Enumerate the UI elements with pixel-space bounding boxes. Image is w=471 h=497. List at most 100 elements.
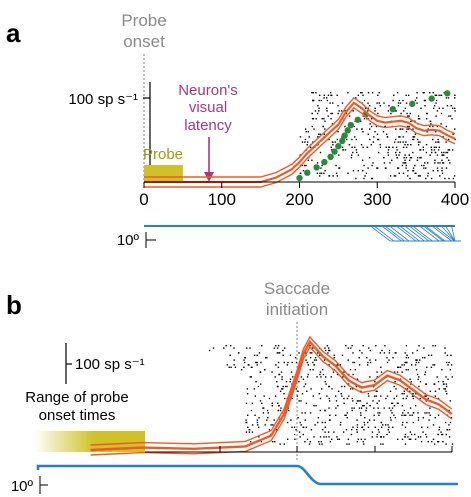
spike-a <box>341 102 344 104</box>
spike-b <box>325 436 328 438</box>
spike-a <box>412 128 414 130</box>
spike-b <box>264 369 266 371</box>
spike-a <box>446 105 449 107</box>
spike-b <box>329 419 331 421</box>
spike-b <box>437 397 440 400</box>
spike-a <box>405 141 407 143</box>
spike-b <box>286 364 288 366</box>
spike-a <box>407 115 409 117</box>
spike-b <box>295 361 298 364</box>
spike-a <box>424 105 426 107</box>
spike-b <box>357 438 359 440</box>
spike-b <box>328 400 331 402</box>
spike-a <box>405 146 408 148</box>
spike-a <box>438 146 440 148</box>
spike-b <box>368 395 370 397</box>
spike-b <box>376 376 378 378</box>
spike-a <box>448 159 450 161</box>
spike-b <box>260 361 262 364</box>
spike-a <box>342 149 344 151</box>
spike-a <box>432 125 434 128</box>
spike-a <box>408 115 410 117</box>
spike-a <box>397 167 400 169</box>
spike-b <box>373 395 376 397</box>
spike-b <box>266 357 268 359</box>
probe-label: Probe <box>143 146 183 163</box>
spike-a <box>382 131 385 133</box>
spike-b <box>343 397 345 400</box>
spike-b <box>426 412 428 414</box>
spike-b <box>358 400 360 402</box>
spike-b <box>362 345 364 347</box>
spike-b <box>387 429 389 431</box>
spike-b <box>225 345 227 347</box>
spike-b <box>320 441 322 443</box>
spike-b <box>410 381 413 383</box>
spike-b <box>300 424 302 426</box>
spike-a <box>435 146 437 148</box>
spike-a <box>362 170 364 172</box>
spike-a <box>397 167 399 169</box>
spike-b <box>358 357 360 359</box>
spike-b <box>359 400 362 402</box>
spike-b <box>309 345 311 347</box>
spike-b <box>430 354 433 356</box>
spike-b <box>233 364 235 366</box>
spike-a <box>344 110 346 112</box>
spike-a <box>377 112 379 115</box>
spike-a <box>397 105 400 107</box>
spike-b <box>287 361 289 364</box>
spike-b <box>283 443 285 445</box>
spike-b <box>328 407 330 409</box>
spike-b <box>377 412 379 414</box>
spike-b <box>324 421 326 424</box>
spike-a <box>348 115 351 117</box>
spike-a <box>416 97 418 99</box>
spike-b <box>401 371 403 373</box>
spike-a <box>317 105 319 107</box>
spike-b <box>397 366 399 368</box>
spike-a <box>454 138 456 141</box>
spike-a <box>402 146 405 148</box>
spike-b <box>244 361 246 364</box>
spike-a <box>348 144 351 146</box>
spike-b <box>409 407 412 409</box>
spike-b <box>276 347 279 349</box>
spike-a <box>402 141 404 143</box>
spike-a <box>449 162 451 164</box>
spike-b <box>364 438 366 440</box>
spike-b <box>417 378 419 380</box>
spike-a <box>308 136 310 138</box>
spike-a <box>422 146 424 148</box>
spike-b <box>333 357 335 359</box>
spike-a <box>441 172 444 174</box>
x-tick-label-a: 300 <box>363 190 391 209</box>
spike-a <box>452 133 454 135</box>
spike-a <box>436 125 439 128</box>
spike-b <box>382 424 384 426</box>
psth-b <box>90 335 453 456</box>
spike-b <box>333 431 335 433</box>
spike-b <box>366 364 369 366</box>
spike-a <box>425 167 427 169</box>
spike-b <box>405 397 407 400</box>
spike-b <box>246 388 249 390</box>
spike-b <box>378 414 380 416</box>
spike-b <box>212 347 215 349</box>
spike-b <box>291 361 293 364</box>
spike-b <box>329 349 331 352</box>
spike-a <box>412 151 414 154</box>
spike-b <box>437 381 440 383</box>
psth-sem-line-a <box>144 96 456 178</box>
spike-b <box>373 407 375 409</box>
eye-scale-bar-a <box>145 232 156 248</box>
spike-a <box>423 92 425 94</box>
spike-b <box>306 361 309 364</box>
spike-b <box>403 393 405 395</box>
spike-b <box>250 376 252 378</box>
spike-a <box>394 175 397 177</box>
spike-b <box>347 438 350 440</box>
spike-b <box>415 369 418 371</box>
spike-a <box>363 99 366 102</box>
spike-b <box>442 441 444 443</box>
